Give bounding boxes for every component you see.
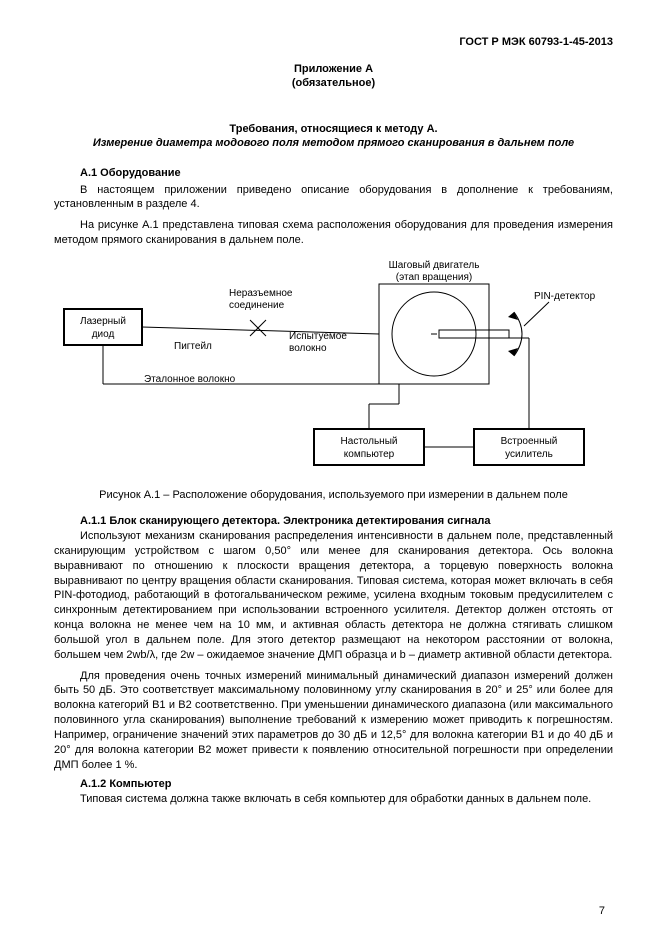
a12-heading: А.1.2 Компьютер <box>54 778 613 790</box>
svg-text:компьютер: компьютер <box>344 449 395 460</box>
figure-a1-caption: Рисунок А.1 – Расположение оборудования,… <box>54 489 613 501</box>
svg-text:Пигтейл: Пигтейл <box>174 341 212 352</box>
appendix-line2: (обязательное) <box>292 77 375 89</box>
svg-text:Шаговый двигатель: Шаговый двигатель <box>389 260 480 271</box>
svg-text:Эталонное волокно: Эталонное волокно <box>144 374 236 385</box>
section-title: Требования, относящиеся к методу А. <box>54 123 613 135</box>
a1-para2: На рисунке А.1 представлена типовая схем… <box>54 218 613 248</box>
a11-para2: Для проведения очень точных измерений ми… <box>54 669 613 773</box>
document-id: ГОСТ Р МЭК 60793-1-45-2013 <box>54 36 613 48</box>
svg-text:(этап вращения): (этап вращения) <box>396 272 472 283</box>
appendix-line1: Приложение А <box>294 63 373 75</box>
svg-text:Настольный: Настольный <box>341 436 398 447</box>
svg-text:соединение: соединение <box>229 300 285 311</box>
section-subtitle: Измерение диаметра модового поля методом… <box>54 137 613 149</box>
svg-text:PIN-детектор: PIN-детектор <box>534 291 596 302</box>
svg-text:Лазерный: Лазерный <box>80 316 126 327</box>
a11-heading: А.1.1 Блок сканирующего детектора. Элект… <box>54 515 613 527</box>
a1-para1: В настоящем приложении приведено описани… <box>54 183 613 213</box>
svg-text:Встроенный: Встроенный <box>501 436 558 447</box>
svg-text:усилитель: усилитель <box>505 449 553 460</box>
a11-para1: Используют механизм сканирования распред… <box>54 529 613 663</box>
svg-text:диод: диод <box>92 329 115 340</box>
svg-text:Неразъемное: Неразъемное <box>229 288 293 299</box>
page: ГОСТ Р МЭК 60793-1-45-2013 Приложение А … <box>0 0 661 935</box>
figure-a1-diagram: Лазерный диод Пигтейл Неразъемноесоединение… <box>54 254 613 479</box>
svg-text:Испытуемое: Испытуемое <box>289 331 347 342</box>
svg-text:волокно: волокно <box>289 343 327 354</box>
a12-para1: Типовая система должна также включать в … <box>54 792 613 807</box>
a1-heading: А.1 Оборудование <box>54 167 613 179</box>
appendix-header: Приложение А (обязательное) <box>54 62 613 91</box>
page-number: 7 <box>599 905 605 917</box>
